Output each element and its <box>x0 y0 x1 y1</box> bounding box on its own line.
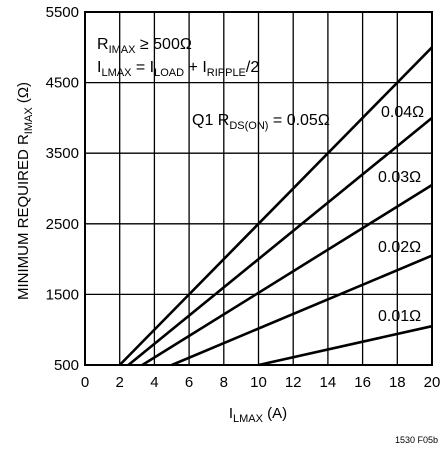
series-label-0.04: 0.04Ω <box>381 104 424 121</box>
series-line <box>127 116 433 367</box>
y-axis-label: MINIMUM REQUIRED RIMAX (Ω) <box>15 82 35 300</box>
series-label-0.02: 0.02Ω <box>378 239 421 256</box>
annotation-rimax: RIMAX ≥ 500Ω <box>97 36 192 56</box>
x-tick-label: 0 <box>81 374 89 391</box>
x-tick-label: 6 <box>185 374 193 391</box>
x-tick-label: 4 <box>150 374 158 391</box>
x-tick-label: 8 <box>220 374 228 391</box>
x-tick-label: 20 <box>424 374 441 391</box>
series-line <box>258 324 433 367</box>
series-line <box>118 46 433 366</box>
x-tick-label: 14 <box>320 374 337 391</box>
series-line <box>141 183 433 367</box>
tick-labels: 0 2 4 6 8 10 12 14 16 18 20 500 1500 2500 3500 4500 5500 <box>46 4 441 391</box>
y-tick-label: 5500 <box>46 4 79 21</box>
y-tick-label: 500 <box>54 357 79 374</box>
annotation-ilmax: ILMAX = ILOAD + IRIPPLE/2 <box>97 59 259 79</box>
series-line <box>171 254 433 367</box>
x-axis-label: ILMAX (A) <box>229 405 287 425</box>
y-tick-label: 2500 <box>46 216 79 233</box>
series-label-0.03: 0.03Ω <box>378 169 421 186</box>
y-tick-label: 4500 <box>46 75 79 92</box>
series-label-0.01: 0.01Ω <box>378 308 421 325</box>
figure-id: 1530 F05b <box>395 435 438 445</box>
x-tick-label: 10 <box>250 374 267 391</box>
annotation-q1-rdson: Q1 RDS(ON) = 0.05Ω <box>192 112 330 132</box>
x-tick-label: 16 <box>354 374 371 391</box>
series-lines <box>118 46 433 367</box>
x-tick-label: 12 <box>285 374 302 391</box>
x-tick-label: 2 <box>116 374 124 391</box>
y-tick-label: 1500 <box>46 286 79 303</box>
x-tick-label: 18 <box>389 374 406 391</box>
y-tick-label: 3500 <box>46 145 79 162</box>
